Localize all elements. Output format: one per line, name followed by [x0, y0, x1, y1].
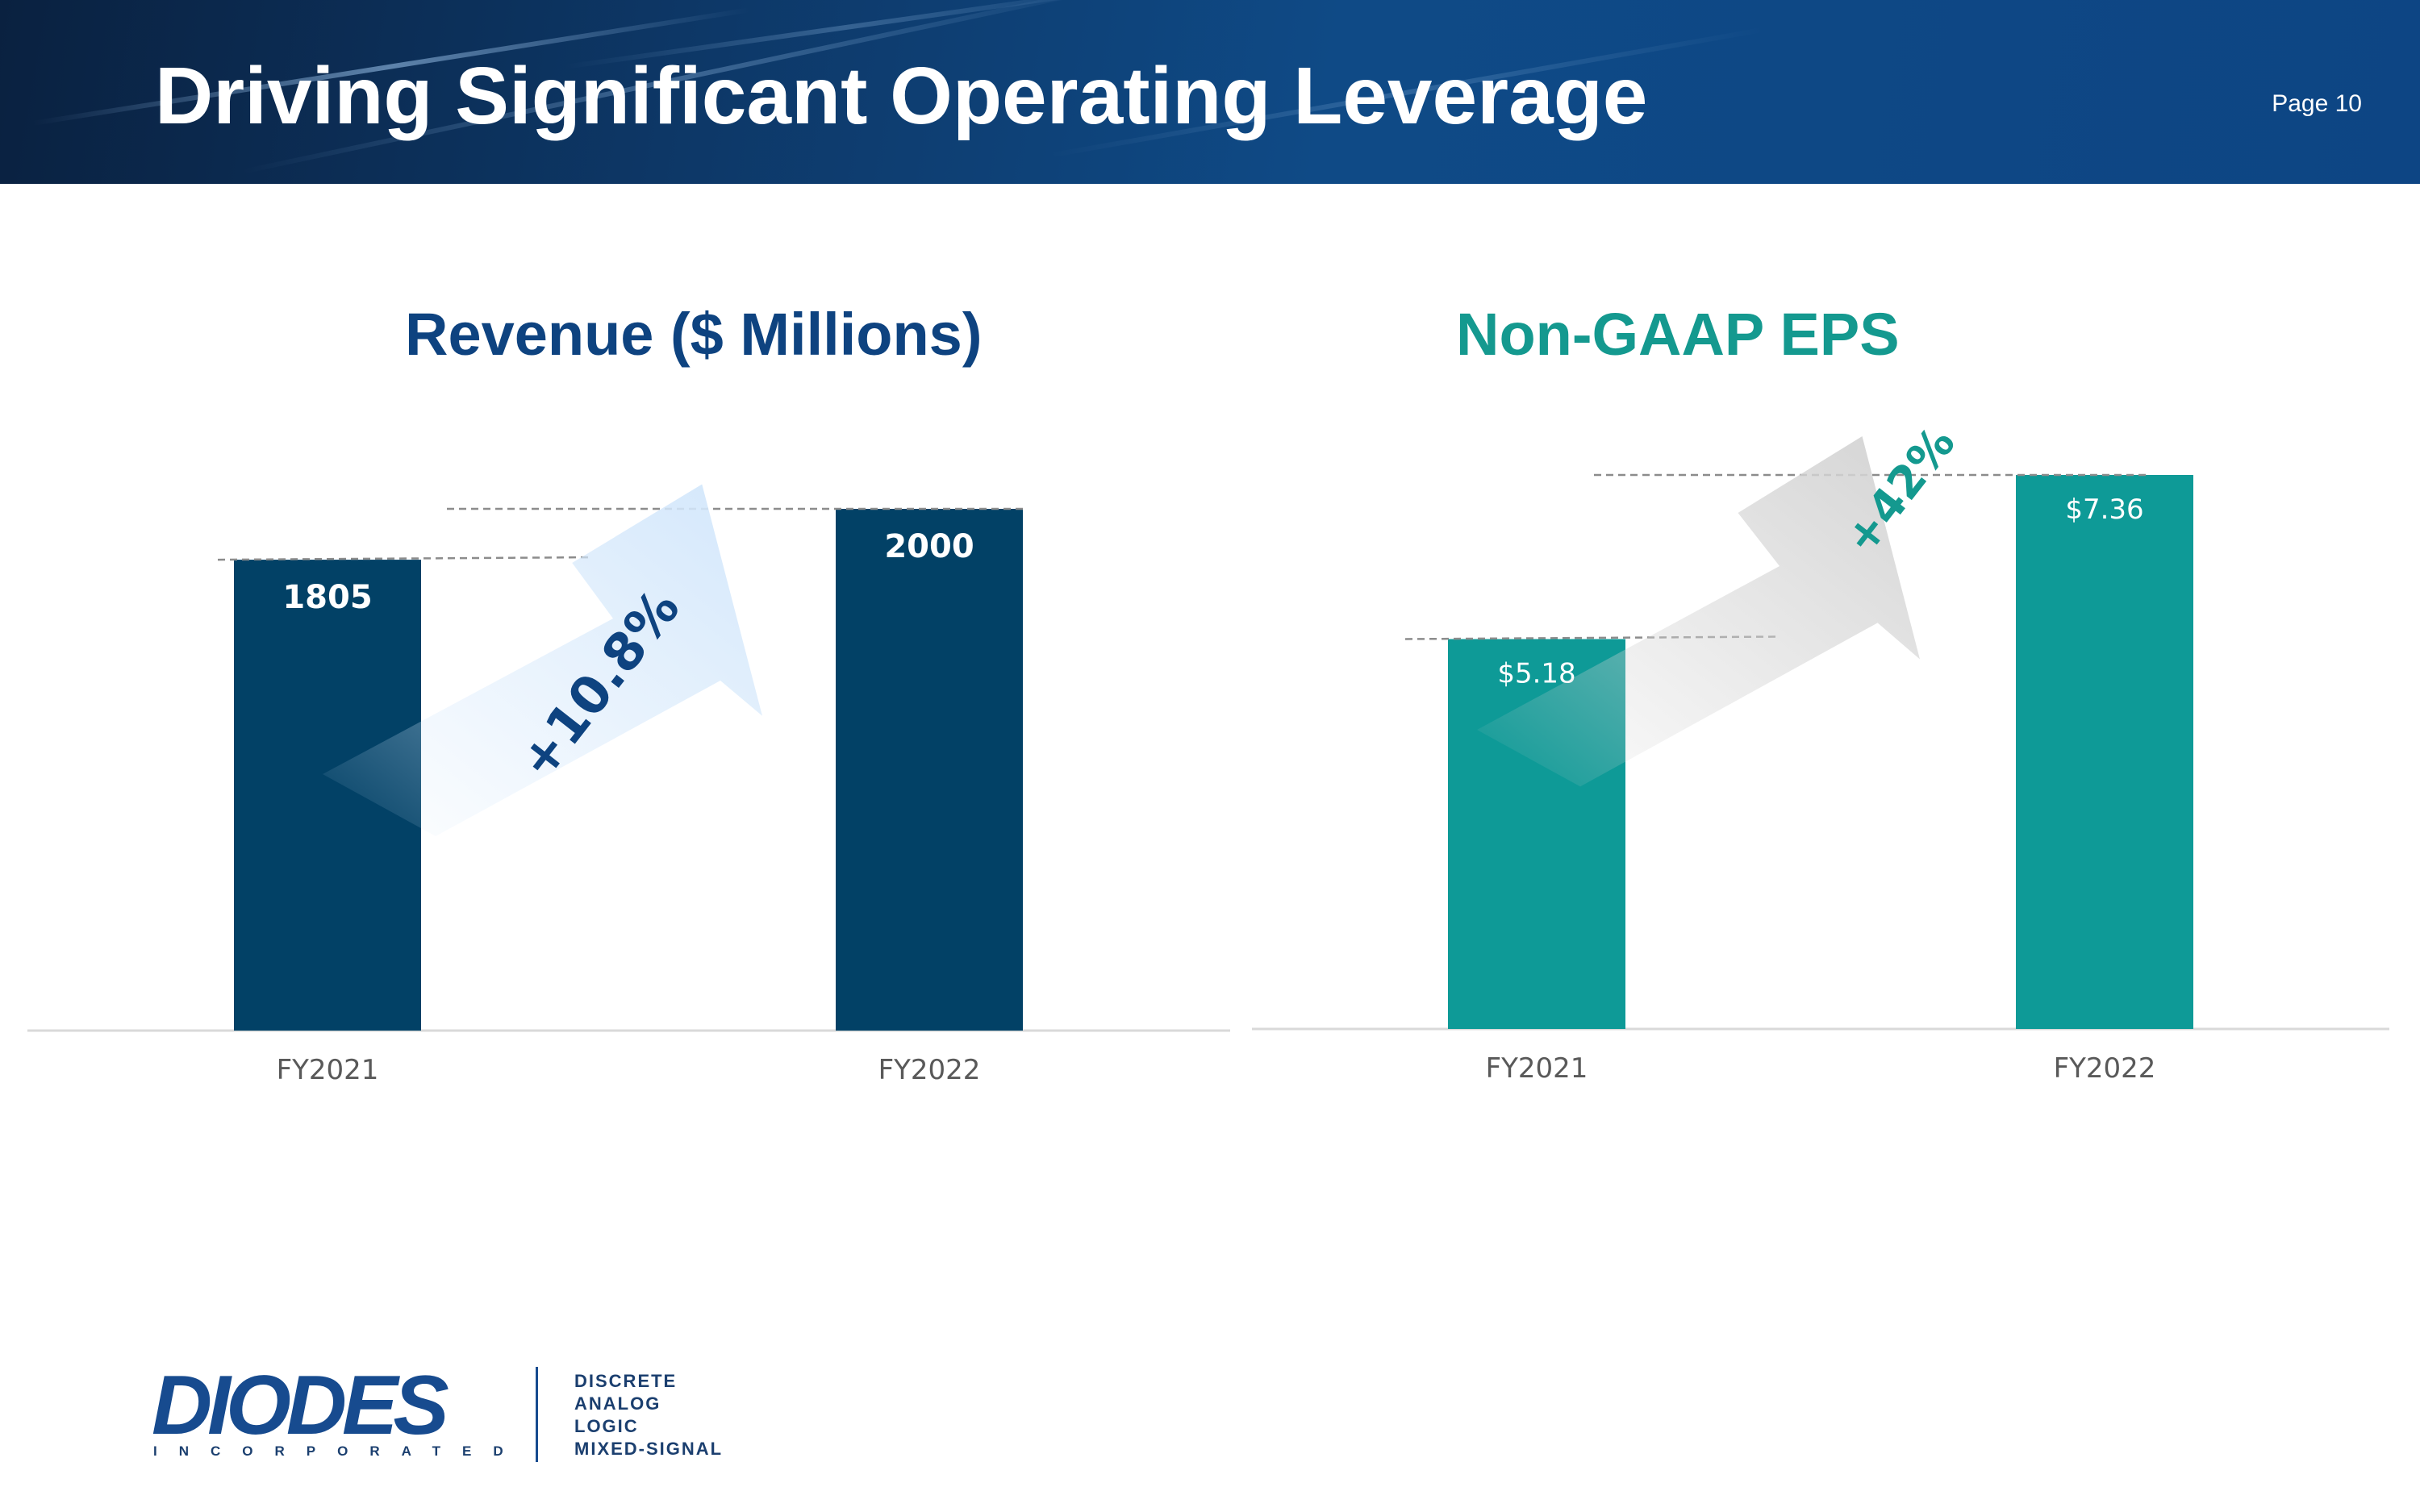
revenue-value-label: 2000	[884, 528, 974, 565]
logo-tagline-line: MIXED-SIGNAL	[574, 1439, 724, 1459]
logo-tagline: DISCRETE ANALOG LOGIC MIXED-SIGNAL	[574, 1370, 723, 1460]
revenue-growth-arrow	[323, 484, 762, 836]
eps-chart-title: Non-GAAP EPS	[1456, 301, 1900, 368]
revenue-bar-fy2022	[836, 509, 1023, 1031]
eps-bar-fy2022	[2016, 475, 2193, 1029]
page-number: Page 10	[2272, 90, 2362, 118]
revenue-reference-line	[217, 556, 590, 561]
logo-tagline-line: DISCRETE	[574, 1371, 678, 1391]
header-banner: Driving Significant Operating Leverage P…	[0, 0, 2420, 184]
logo-wordmark: DIODES	[152, 1359, 449, 1452]
eps-growth-arrow	[1477, 436, 1920, 787]
page-word: Page	[2272, 90, 2329, 117]
page-number-value: 10	[2334, 90, 2362, 117]
logo-tagline-line: LOGIC	[574, 1416, 639, 1436]
eps-value-label: $7.36	[2065, 494, 2143, 526]
revenue-category-label: FY2022	[878, 1054, 981, 1086]
eps-category-label: FY2021	[1486, 1052, 1588, 1085]
company-logo: DIODES INCORPORATED DISCRETE ANALOG LOGI…	[152, 1359, 721, 1464]
revenue-value-label: 1805	[282, 579, 372, 616]
logo-divider	[536, 1367, 538, 1462]
logo-subtitle: INCORPORATED	[153, 1443, 525, 1459]
logo-tagline-line: ANALOG	[574, 1393, 661, 1414]
eps-reference-line	[1404, 635, 1779, 640]
revenue-category-label: FY2021	[277, 1054, 379, 1086]
slide-title: Driving Significant Operating Leverage	[155, 51, 1648, 141]
revenue-chart-title: Revenue ($ Millions)	[405, 301, 983, 368]
eps-category-label: FY2022	[2054, 1052, 2156, 1085]
